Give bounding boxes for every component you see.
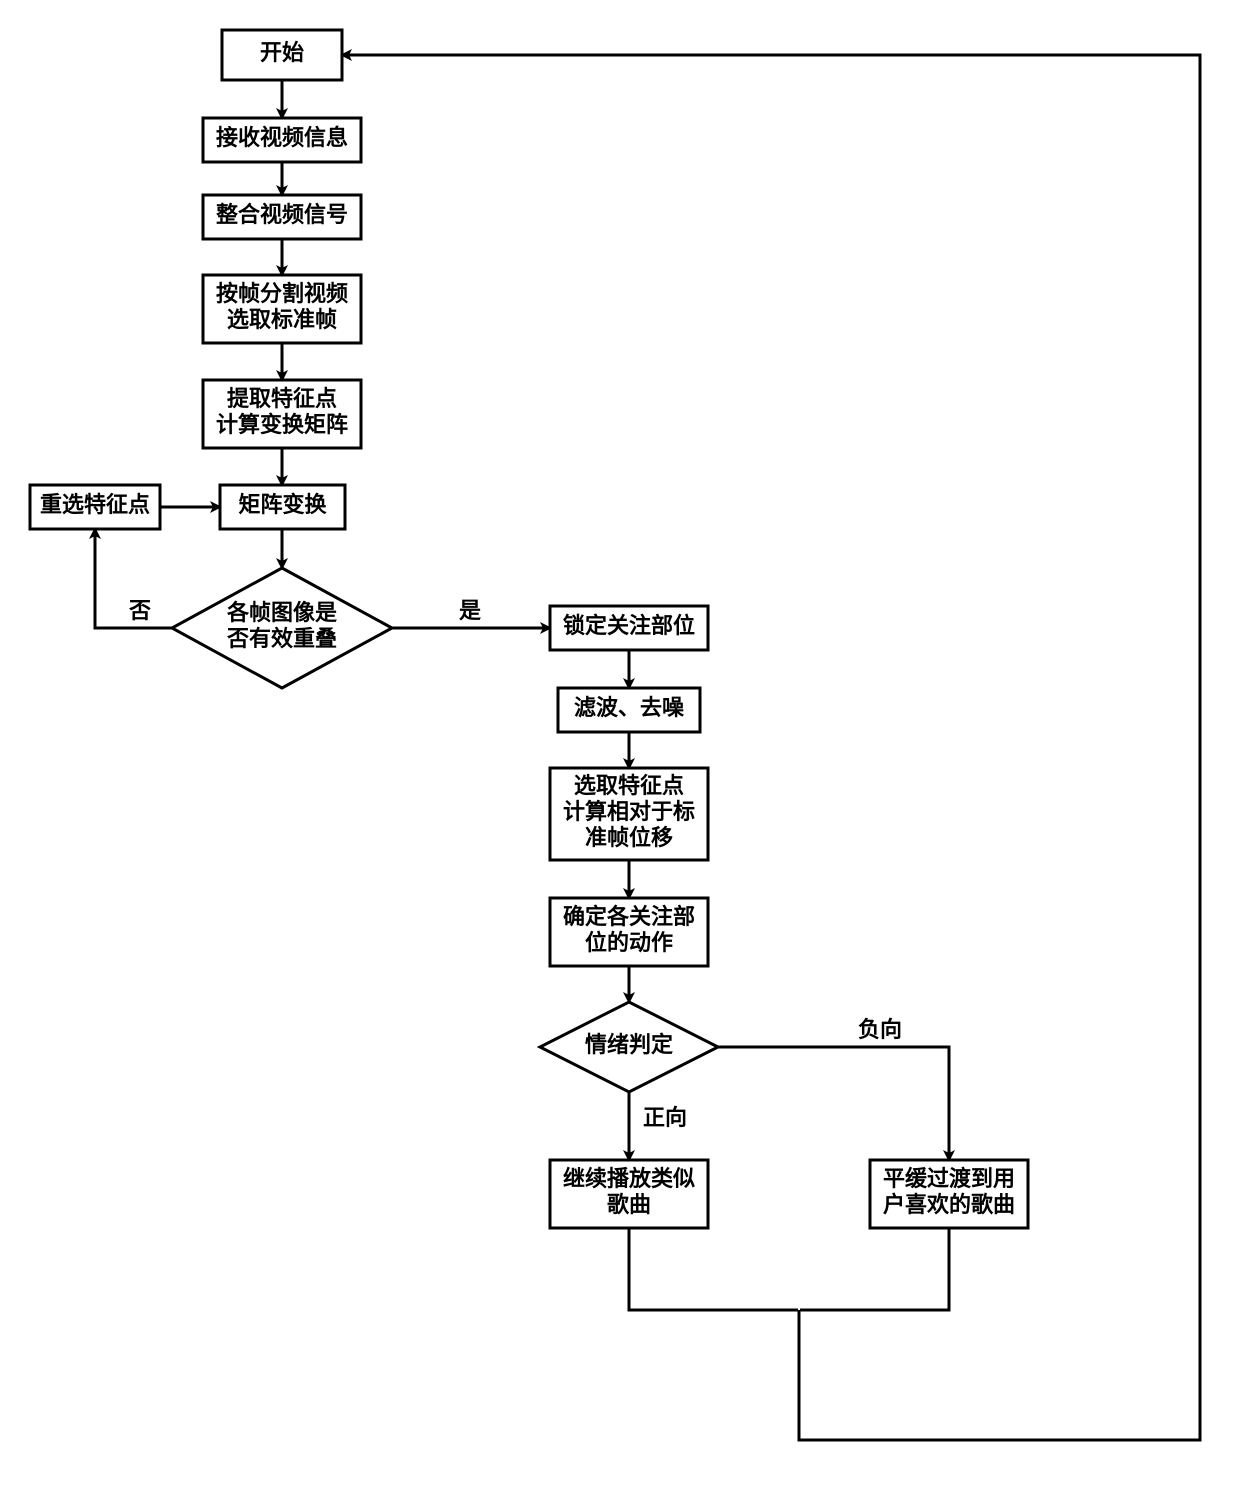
node-lock-text-0: 锁定关注部位 [563,613,695,638]
node-select2-text-0: 选取特征点 [574,773,684,798]
edge-smooth-merge [800,1228,949,1310]
node-overlap: 各帧图像是否有效重叠 [172,568,392,688]
node-lock: 锁定关注部位 [550,606,708,650]
node-split: 按帧分割视频选取标准帧 [203,275,361,343]
edge-merge-start [342,55,1200,1440]
edge-label-emotion-continue: 正向 [643,1105,687,1130]
node-determine-text-1: 位的动作 [585,930,673,955]
edge-emotion-smooth [718,1047,949,1160]
node-recv-text-0: 接收视频信息 [216,125,348,150]
node-smooth-text-0: 平缓过渡到用 [883,1166,1015,1191]
node-select2: 选取特征点计算相对于标准帧位移 [550,768,708,860]
node-transform-text-0: 矩阵变换 [238,492,327,517]
node-split-text-0: 按帧分割视频 [216,281,348,306]
node-continue-text-1: 歌曲 [607,1192,651,1217]
node-reselect-text-0: 重选特征点 [40,492,150,517]
node-select2-text-2: 准帧位移 [585,825,673,850]
node-determine: 确定各关注部位的动作 [550,898,708,966]
node-emotion: 情绪判定 [540,1002,718,1092]
node-select2-text-1: 计算相对于标 [563,799,695,824]
node-split-text-1: 选取标准帧 [227,307,337,332]
node-smooth: 平缓过渡到用户喜欢的歌曲 [870,1160,1028,1228]
node-recv: 接收视频信息 [203,118,361,162]
node-emotion-text-0: 情绪判定 [585,1032,673,1057]
node-extract-text-1: 计算变换矩阵 [216,412,348,437]
node-integrate-text-0: 整合视频信号 [216,202,348,227]
node-filter-text-0: 滤波、去噪 [574,695,685,720]
node-smooth-text-1: 户喜欢的歌曲 [883,1192,1015,1217]
node-extract-text-0: 提取特征点 [227,386,337,411]
node-filter: 滤波、去噪 [558,688,700,732]
node-transform: 矩阵变换 [220,485,345,529]
node-continue: 继续播放类似歌曲 [550,1160,708,1228]
edge-continue-merge [629,1228,798,1310]
node-start: 开始 [222,30,342,80]
node-continue-text-0: 继续播放类似 [563,1166,695,1191]
node-overlap-text-1: 否有效重叠 [226,626,337,651]
edges-layer: 否 是正向 负向 [95,55,1200,1440]
node-extract: 提取特征点计算变换矩阵 [203,380,361,448]
node-determine-text-0: 确定各关注部 [563,904,695,929]
node-overlap-text-0: 各帧图像是 [226,600,337,625]
node-integrate: 整合视频信号 [203,195,361,239]
edge-label-overlap-reselect: 否 [128,598,151,623]
node-reselect: 重选特征点 [30,485,160,529]
node-start-text-0: 开始 [260,40,304,65]
edge-label-emotion-smooth: 负向 [858,1017,902,1042]
edge-label-overlap-lock: 是 [459,598,481,623]
